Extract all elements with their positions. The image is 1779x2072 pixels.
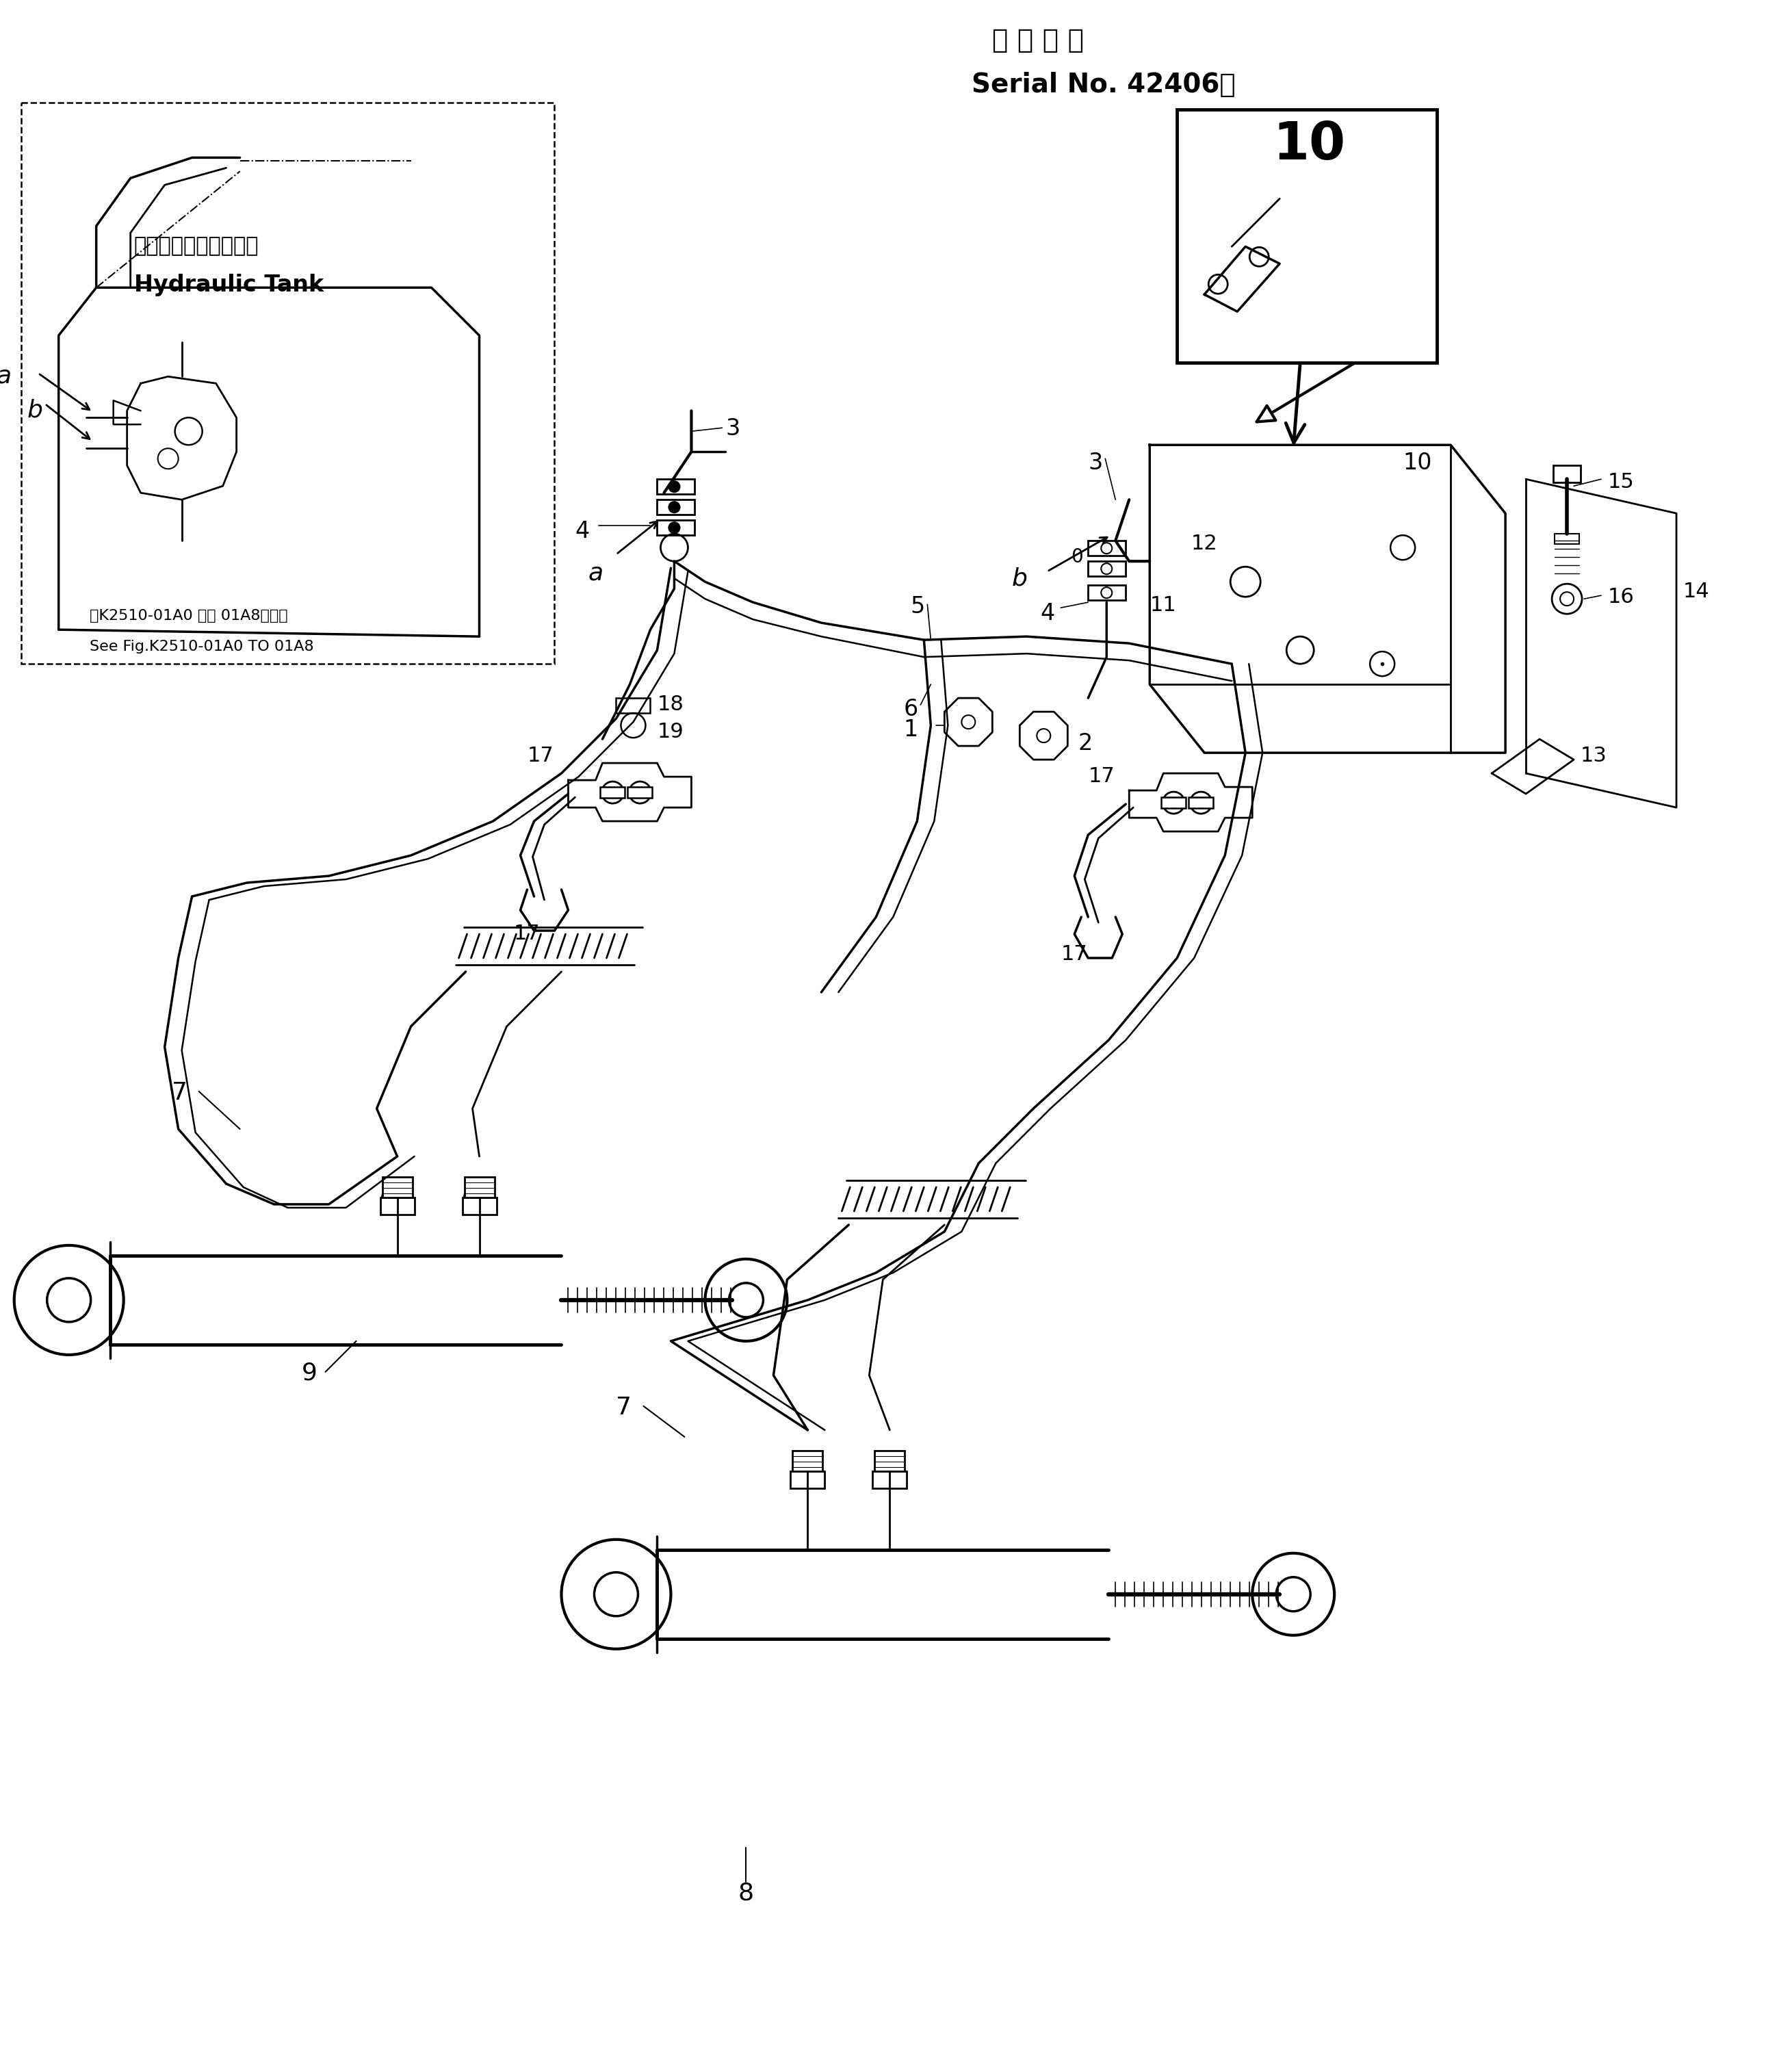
Bar xyxy=(1089,562,1126,576)
Text: 17: 17 xyxy=(514,924,541,943)
Text: 1: 1 xyxy=(904,719,918,742)
Text: 14: 14 xyxy=(1683,582,1710,601)
Text: 3: 3 xyxy=(726,419,740,439)
Bar xyxy=(1555,535,1580,545)
Text: 9: 9 xyxy=(301,1361,317,1384)
Bar xyxy=(793,1450,822,1471)
Text: 適 用 号 機: 適 用 号 機 xyxy=(993,27,1083,54)
Text: 2: 2 xyxy=(1078,731,1092,754)
Text: 4: 4 xyxy=(1041,603,1055,626)
Text: a: a xyxy=(0,365,11,387)
Bar xyxy=(21,104,555,663)
Text: 17: 17 xyxy=(1089,767,1115,785)
Bar xyxy=(600,787,624,798)
Text: 18: 18 xyxy=(656,694,683,715)
Text: 3: 3 xyxy=(1089,452,1103,474)
Text: 17: 17 xyxy=(527,746,553,767)
Text: 0: 0 xyxy=(1071,547,1083,568)
Bar xyxy=(628,787,653,798)
Bar xyxy=(464,1177,495,1198)
Text: Hydraulic Tank: Hydraulic Tank xyxy=(133,274,324,296)
Circle shape xyxy=(669,522,680,533)
Text: 8: 8 xyxy=(738,1881,754,1904)
Text: 10: 10 xyxy=(1272,120,1345,170)
Text: 19: 19 xyxy=(656,721,683,742)
Text: b: b xyxy=(1012,568,1028,591)
Bar xyxy=(875,1450,906,1471)
Text: ハイドロリックタンク: ハイドロリックタンク xyxy=(133,236,258,257)
Text: b: b xyxy=(27,398,43,423)
Text: 10: 10 xyxy=(1404,452,1432,474)
Text: a: a xyxy=(589,562,603,584)
Bar xyxy=(656,520,696,535)
Circle shape xyxy=(669,481,680,493)
Bar xyxy=(616,698,651,713)
Bar xyxy=(1089,584,1126,601)
Text: 6: 6 xyxy=(904,698,918,721)
Text: 5: 5 xyxy=(911,595,925,617)
Text: 4: 4 xyxy=(575,520,589,543)
Bar xyxy=(1178,110,1437,363)
Bar xyxy=(1188,798,1213,808)
Text: 第K2510-01A0 から 01A8図参照: 第K2510-01A0 から 01A8図参照 xyxy=(89,609,288,624)
Text: 16: 16 xyxy=(1608,586,1635,607)
Bar xyxy=(656,499,696,514)
Text: Serial No. 42406～: Serial No. 42406～ xyxy=(971,73,1236,97)
Bar xyxy=(873,1471,907,1488)
Bar xyxy=(1553,466,1580,483)
Bar xyxy=(381,1198,415,1214)
Text: 15: 15 xyxy=(1608,472,1635,493)
Bar xyxy=(382,1177,413,1198)
Bar xyxy=(790,1471,825,1488)
Circle shape xyxy=(669,501,680,512)
Text: 17: 17 xyxy=(1060,945,1087,963)
Text: 11: 11 xyxy=(1149,595,1176,615)
Bar xyxy=(1162,798,1187,808)
Bar xyxy=(656,479,696,495)
Bar xyxy=(463,1198,496,1214)
Bar xyxy=(1089,541,1126,555)
Text: See Fig.K2510-01A0 TO 01A8: See Fig.K2510-01A0 TO 01A8 xyxy=(89,640,313,653)
Text: 12: 12 xyxy=(1190,535,1217,553)
Text: 13: 13 xyxy=(1580,746,1606,767)
Text: 7: 7 xyxy=(171,1082,187,1104)
Text: 7: 7 xyxy=(616,1397,632,1419)
Bar xyxy=(21,104,555,663)
